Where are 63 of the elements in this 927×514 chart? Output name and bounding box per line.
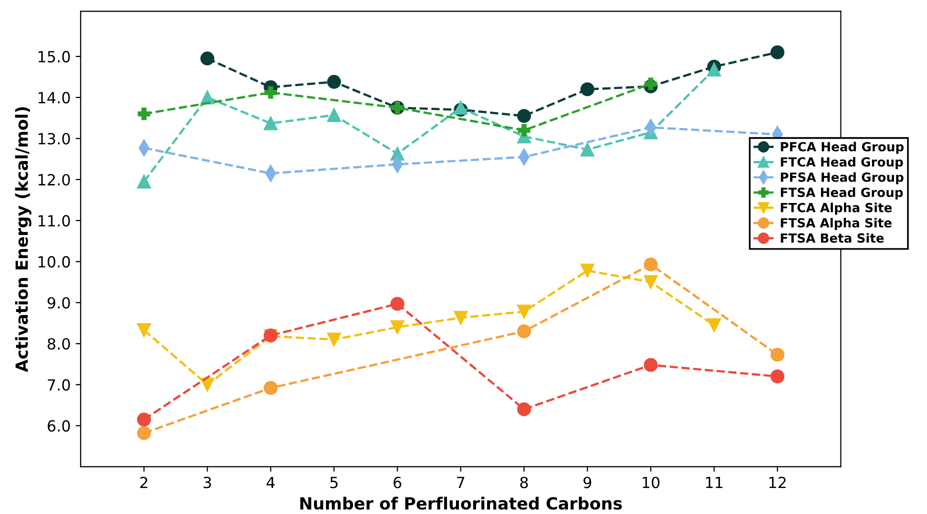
y-tick-label: 12.0	[38, 174, 70, 186]
point	[644, 258, 658, 272]
point	[707, 318, 722, 332]
legend-label: PFCA Head Group	[780, 142, 904, 154]
y-tick-label: 8.0	[48, 338, 70, 350]
point	[580, 142, 594, 157]
y-tick-label: 7.0	[48, 379, 70, 391]
point	[580, 264, 594, 278]
y-tick-label: 13.0	[38, 132, 70, 145]
y-tick-label: 14.0	[38, 92, 70, 104]
x-tick-label: 10	[642, 476, 660, 488]
point	[327, 74, 341, 89]
x-tick-label: 7	[457, 476, 464, 488]
x-tick-label: 8	[520, 476, 528, 488]
legend-label: FTCA Head Group	[780, 156, 903, 170]
legend-label: FTSA Beta Site	[780, 233, 884, 243]
point	[517, 402, 532, 416]
point	[264, 86, 277, 99]
point	[137, 174, 151, 189]
point	[770, 370, 784, 384]
x-tick-label: 12	[769, 476, 786, 488]
y-axis-title: Activation Energy (kcal/mol)	[15, 107, 32, 372]
point	[517, 108, 532, 123]
point	[327, 108, 341, 122]
point	[518, 124, 530, 137]
point	[644, 78, 658, 90]
y-tick-label: 11.0	[38, 215, 70, 227]
legend-label: FTSA Head Group	[780, 187, 903, 200]
point	[200, 52, 214, 66]
point	[200, 378, 214, 392]
point	[137, 426, 151, 440]
y-tick-label: 15.0	[38, 50, 70, 62]
point	[580, 82, 594, 96]
point	[264, 116, 278, 130]
point	[138, 108, 150, 120]
point	[707, 62, 722, 77]
point	[264, 380, 278, 395]
x-tick-label: 4	[266, 476, 275, 488]
y-tick-label: 10.0	[38, 256, 70, 268]
point	[644, 358, 658, 372]
point	[770, 45, 784, 60]
point	[644, 275, 658, 290]
x-tick-label: 3	[204, 476, 211, 488]
point	[517, 304, 532, 319]
y-tick-label: 9.0	[48, 297, 70, 309]
x-axis-title: Number of Perfluorinated Carbons	[300, 496, 622, 510]
x-tick-label: 9	[584, 476, 592, 488]
y-tick-label: 6.0	[48, 420, 70, 432]
x-tick-label: 11	[706, 476, 722, 488]
point	[390, 296, 404, 311]
x-tick-label: 5	[330, 476, 338, 488]
point	[517, 324, 532, 338]
point	[137, 412, 151, 426]
point	[137, 323, 151, 338]
point	[327, 332, 341, 346]
point	[770, 348, 784, 362]
x-tick-label: 2	[140, 476, 148, 488]
x-tick-label: 6	[394, 476, 402, 488]
legend-label: FTSA Alpha Site	[780, 218, 892, 230]
legend-label: FTCA Alpha Site	[780, 202, 892, 215]
legend-label: PFSA Head Group	[780, 172, 904, 184]
point	[454, 310, 468, 325]
point	[390, 320, 404, 334]
